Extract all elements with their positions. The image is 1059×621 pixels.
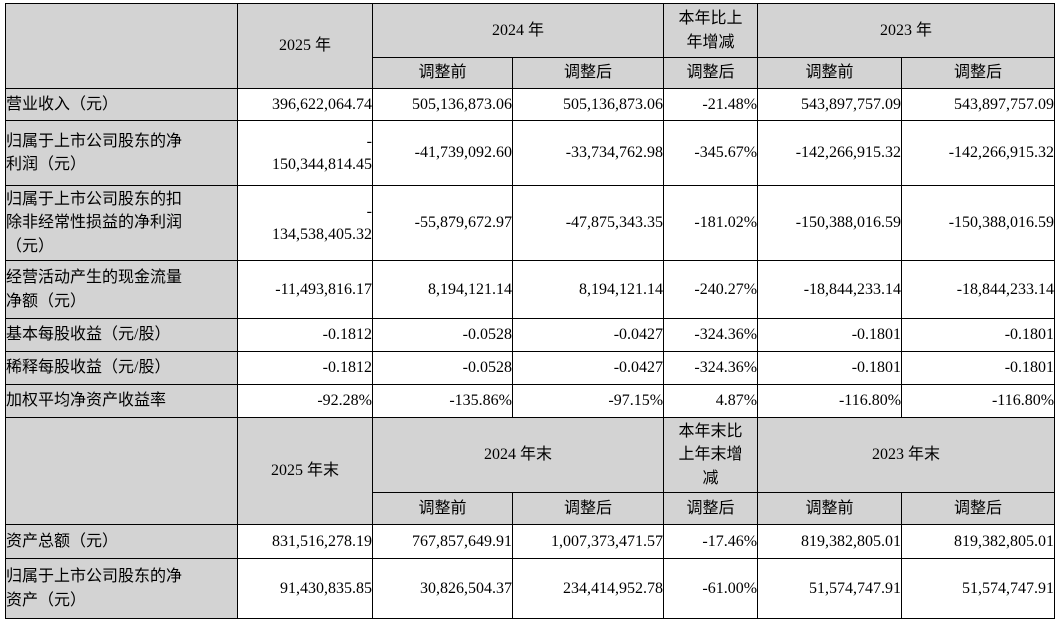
cell-value: -18,844,233.14 — [901, 260, 1056, 319]
section2-header-adjust-row: 调整前 调整后 调整后 调整前 调整后 — [6, 492, 1056, 525]
row-label: 加权平均净资产收益率 — [5, 384, 238, 418]
cell-value: -142,266,915.32 — [757, 120, 903, 186]
cell-value: -18,844,233.14 — [757, 260, 903, 319]
cell-value: -17.46% — [663, 524, 759, 559]
table-row-total-assets: 资产总额（元） 831,516,278.19 767,857,649.91 1,… — [5, 524, 1056, 559]
cell-value: 819,382,805.01 — [901, 524, 1056, 559]
cell-value: -0.0427 — [511, 351, 665, 385]
cell-value: -11,493,816.17 — [237, 260, 373, 319]
section1-sub-2023-after: 调整后 — [901, 57, 1056, 89]
section1-sub-2024-before: 调整前 — [372, 57, 513, 89]
cell-value: 4.87% — [663, 384, 759, 418]
cell-value: -324.36% — [663, 318, 759, 352]
section2-header-2025-end: 2025 年末 — [237, 417, 373, 525]
cell-value: -240.27% — [663, 260, 759, 319]
cell-value: - 150,344,814.45 — [237, 120, 373, 186]
section2-corner-cell — [5, 417, 238, 525]
cell-value: -116.80% — [757, 384, 903, 418]
cell-value: 831,516,278.19 — [237, 524, 373, 559]
cell-value: -116.80% — [901, 384, 1056, 418]
section1-header-yoy-change: 本年比上 年增减 — [663, 3, 759, 58]
table-row-diluted-eps: 稀释每股收益（元/股） -0.1812 -0.0528 -0.0427 -324… — [5, 351, 1056, 385]
section2-sub-change-after: 调整后 — [663, 492, 759, 525]
section1-header-2024: 2024 年 — [371, 3, 665, 58]
section1-sub-2023-before: 调整前 — [757, 57, 903, 89]
cell-value: -47,875,343.35 — [511, 185, 665, 261]
table-row-net-profit-excl-nonrecurring: 归属于上市公司股东的扣 除非经常性损益的净利润 （元） - 134,538,40… — [5, 185, 1056, 261]
table-row-weighted-avg-roe: 加权平均净资产收益率 -92.28% -135.86% -97.15% 4.87… — [5, 384, 1056, 418]
cell-value: -0.1801 — [901, 351, 1056, 385]
cell-value: -0.1801 — [901, 318, 1056, 352]
section2-header-2024-end: 2024 年末 — [371, 417, 665, 493]
cell-value: 767,857,649.91 — [372, 524, 513, 559]
cell-value: 543,897,757.09 — [901, 88, 1056, 121]
cell-value: -55,879,672.97 — [372, 185, 513, 261]
section1-header-2025: 2025 年 — [237, 3, 373, 89]
cell-value: 51,574,747.91 — [901, 558, 1056, 619]
cell-value: -150,388,016.59 — [757, 185, 903, 261]
cell-value: 505,136,873.06 — [372, 88, 513, 121]
cell-value: 8,194,121.14 — [511, 260, 665, 319]
section2-sub-2024-before: 调整前 — [372, 492, 513, 525]
table-row-revenue: 营业收入（元） 396,622,064.74 505,136,873.06 50… — [5, 88, 1056, 121]
cell-value: -41,739,092.60 — [372, 120, 513, 186]
section1-corner-cell — [5, 3, 238, 89]
cell-value: -92.28% — [237, 384, 373, 418]
cell-value: -97.15% — [511, 384, 665, 418]
cell-value: -181.02% — [663, 185, 759, 261]
cell-value: -61.00% — [663, 558, 759, 619]
cell-value: 8,194,121.14 — [372, 260, 513, 319]
section2-sub-2024-after: 调整后 — [511, 492, 665, 525]
cell-value: -135.86% — [372, 384, 513, 418]
financial-summary-table: 2025 年 2024 年 本年比上 年增减 2023 年 调整前 调整后 调整… — [5, 3, 1056, 619]
cell-value: -142,266,915.32 — [901, 120, 1056, 186]
cell-value: 543,897,757.09 — [757, 88, 903, 121]
cell-value: 234,414,952.78 — [511, 558, 665, 619]
row-label: 稀释每股收益（元/股） — [5, 351, 238, 385]
row-label: 资产总额（元） — [5, 524, 238, 559]
cell-value: 51,574,747.91 — [757, 558, 903, 619]
section2-header-2023-end: 2023 年末 — [757, 417, 1056, 493]
row-label: 营业收入（元） — [5, 88, 238, 121]
cell-value: -324.36% — [663, 351, 759, 385]
section2-sub-2023-after: 调整后 — [901, 492, 1056, 525]
cell-value: -0.0427 — [511, 318, 665, 352]
cell-value: -33,734,762.98 — [511, 120, 665, 186]
cell-value: 396,622,064.74 — [237, 88, 373, 121]
table-row-operating-cash-flow: 经营活动产生的现金流量 净额（元） -11,493,816.17 8,194,1… — [5, 260, 1056, 319]
row-label: 归属于上市公司股东的扣 除非经常性损益的净利润 （元） — [5, 185, 238, 261]
cell-value: - 134,538,405.32 — [237, 185, 373, 261]
table-row-basic-eps: 基本每股收益（元/股） -0.1812 -0.0528 -0.0427 -324… — [5, 318, 1056, 352]
cell-value: 1,007,373,471.57 — [511, 524, 665, 559]
section2-sub-2023-before: 调整前 — [757, 492, 903, 525]
cell-value: -0.1801 — [757, 318, 903, 352]
section1-sub-change-after: 调整后 — [663, 57, 759, 89]
cell-value: -345.67% — [663, 120, 759, 186]
cell-value: -0.0528 — [372, 351, 513, 385]
cell-value: -0.1801 — [757, 351, 903, 385]
section1-header-2023: 2023 年 — [757, 3, 1056, 58]
section1-header-adjust-row: 调整前 调整后 调整后 调整前 调整后 — [6, 57, 1056, 89]
cell-value: 819,382,805.01 — [757, 524, 903, 559]
row-label: 归属于上市公司股东的净 利润（元） — [5, 120, 238, 186]
row-label: 基本每股收益（元/股） — [5, 318, 238, 352]
cell-value: -0.1812 — [237, 318, 373, 352]
cell-value: -0.0528 — [372, 318, 513, 352]
cell-value: 91,430,835.85 — [237, 558, 373, 619]
section2-header-years-row: 2025 年末 2024 年末 本年末比 上年末增 减 2023 年末 — [5, 417, 1056, 525]
cell-value: -0.1812 — [237, 351, 373, 385]
table-row-net-assets: 归属于上市公司股东的净 资产（元） 91,430,835.85 30,826,5… — [5, 558, 1056, 619]
cell-value: 30,826,504.37 — [372, 558, 513, 619]
section1-header-years-row: 2025 年 2024 年 本年比上 年增减 2023 年 — [5, 3, 1056, 89]
cell-value: 505,136,873.06 — [511, 88, 665, 121]
cell-value: -21.48% — [663, 88, 759, 121]
section1-sub-2024-after: 调整后 — [511, 57, 665, 89]
table-row-net-profit: 归属于上市公司股东的净 利润（元） - 150,344,814.45 -41,7… — [5, 120, 1056, 186]
section2-header-yoy-change: 本年末比 上年末增 减 — [663, 417, 759, 493]
row-label: 经营活动产生的现金流量 净额（元） — [5, 260, 238, 319]
cell-value: -150,388,016.59 — [901, 185, 1056, 261]
row-label: 归属于上市公司股东的净 资产（元） — [5, 558, 238, 619]
